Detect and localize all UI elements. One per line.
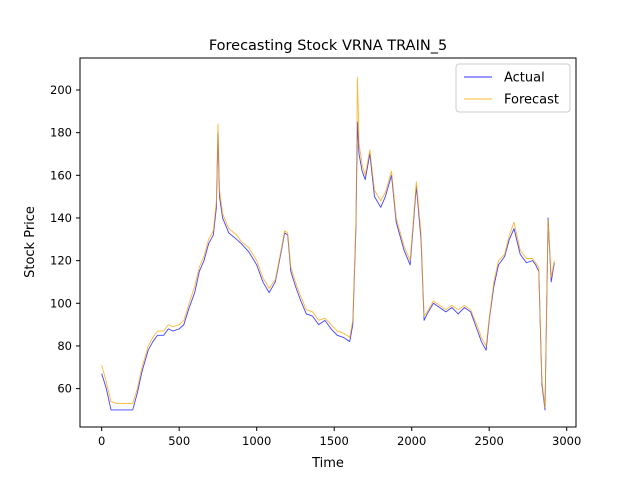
y-axis: 60 80 100 120 140 160 180 200: [50, 83, 80, 396]
x-tick-label: 3000: [552, 434, 581, 448]
y-tick-label: 180: [50, 126, 72, 140]
y-tick-label: 200: [50, 83, 72, 97]
y-tick-label: 120: [50, 254, 72, 268]
chart-title: Forecasting Stock VRNA TRAIN_5: [209, 38, 447, 54]
y-tick-label: 160: [50, 168, 72, 182]
x-axis: 0 500 1000 1500 2000 2500 3000: [98, 427, 581, 448]
x-tick-label: 500: [168, 434, 190, 448]
series-line-forecast: [101, 76, 555, 409]
x-tick-label: 0: [98, 434, 105, 448]
legend-label-actual: Actual: [504, 71, 545, 86]
x-tick-label: 1500: [320, 434, 349, 448]
y-tick-label: 60: [57, 382, 72, 396]
series-layer: [101, 76, 555, 411]
x-axis-label: Time: [311, 456, 344, 471]
y-tick-label: 100: [50, 296, 72, 310]
legend-label-forecast: Forecast: [504, 93, 559, 108]
plot-frame: [79, 57, 577, 428]
y-axis-label: Stock Price: [23, 206, 38, 278]
x-tick-label: 2500: [475, 434, 504, 448]
y-tick-label: 80: [57, 339, 72, 353]
legend: Actual Forecast: [455, 63, 571, 113]
x-tick-label: 1000: [242, 434, 271, 448]
x-tick-label: 2000: [397, 434, 426, 448]
y-tick-label: 140: [50, 211, 72, 225]
legend-box: [455, 63, 571, 113]
